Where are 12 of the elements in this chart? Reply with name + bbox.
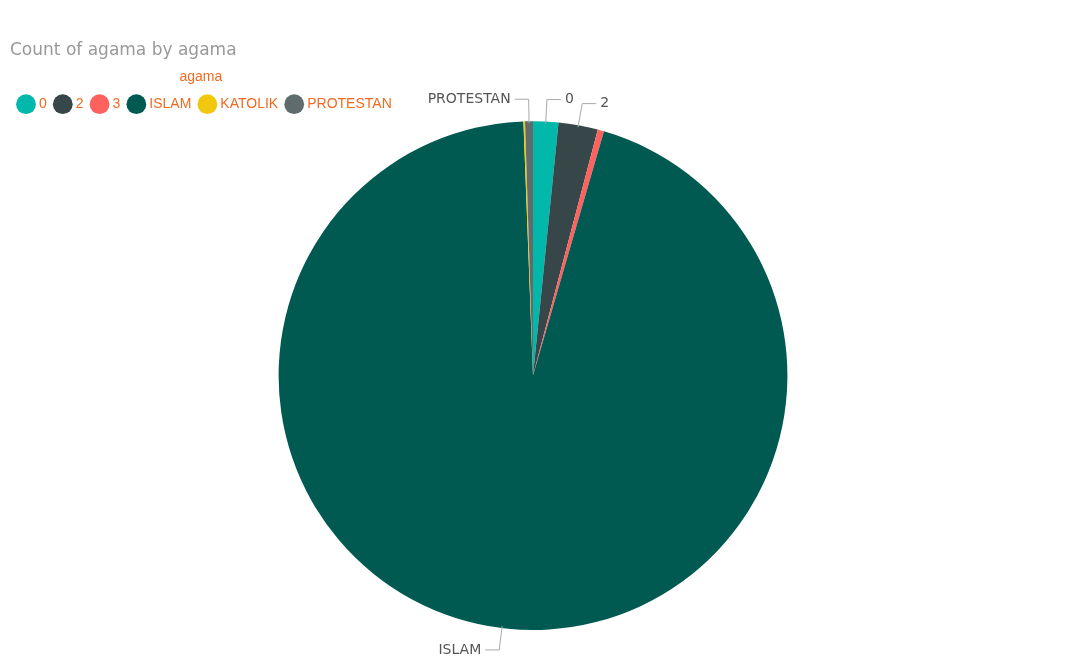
legend-label: 3 — [112, 95, 121, 112]
legend-label: PROTESTAN — [307, 95, 392, 112]
legend-label: ISLAM — [149, 95, 192, 112]
chart-title: Count of agama by agama — [10, 38, 237, 59]
slice-label: PROTESTAN — [427, 89, 511, 106]
slice-label: ISLAM — [438, 640, 482, 657]
slice-label: 0 — [564, 90, 574, 107]
slice-label: 2 — [600, 94, 610, 111]
legend-label: 0 — [39, 95, 47, 112]
legend-label: KATOLIK — [220, 95, 279, 112]
legend-title: agama — [179, 68, 223, 85]
legend-label: 2 — [75, 95, 84, 112]
